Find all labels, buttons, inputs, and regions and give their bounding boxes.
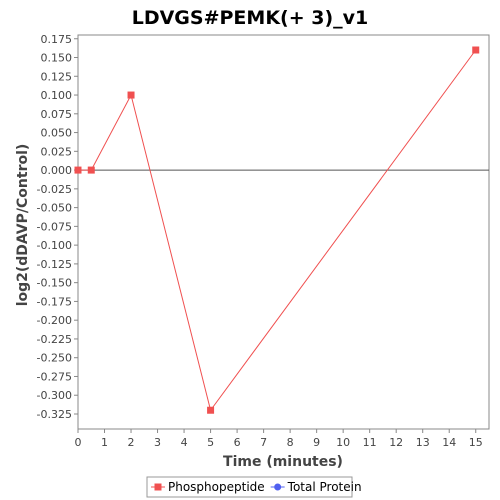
x-tick-label: 4 — [181, 436, 188, 449]
y-tick-label: 0.050 — [41, 127, 73, 140]
y-tick-label: 0.125 — [41, 70, 73, 83]
y-tick-label: -0.150 — [37, 277, 72, 290]
plot-frame — [77, 34, 490, 430]
y-tick-label: -0.325 — [37, 408, 72, 421]
legend-label-total-protein: Total Protein — [287, 480, 362, 494]
x-tick-label: 3 — [154, 436, 161, 449]
y-tick-label: -0.200 — [37, 314, 72, 327]
y-tick-label: -0.075 — [37, 220, 72, 233]
legend: Phosphopeptide Total Protein — [146, 476, 362, 498]
x-tick-label: 2 — [128, 436, 135, 449]
x-tick-label: 5 — [207, 436, 214, 449]
y-tick-label: 0.000 — [41, 164, 73, 177]
y-tick-label: -0.275 — [37, 370, 72, 383]
chart-title: LDVGS#PEMK(+ 3)_v1 — [132, 7, 369, 29]
y-axis-label: log2(dDAVP/Control) — [15, 144, 31, 307]
x-tick-label: 12 — [389, 436, 403, 449]
y-tick-label: 0.150 — [41, 52, 73, 65]
y-tick-label: -0.175 — [37, 295, 72, 308]
y-tick-label: -0.025 — [37, 183, 72, 196]
y-tick-label: 0.100 — [41, 89, 73, 102]
x-tick-label: 13 — [416, 436, 430, 449]
y-tick-label: 0.025 — [41, 145, 73, 158]
data-point — [87, 166, 95, 174]
x-tick-label: 14 — [442, 436, 456, 449]
y-tick-label: 0.075 — [41, 108, 73, 121]
data-point — [472, 46, 480, 54]
x-tick-label: 6 — [234, 436, 241, 449]
plot-area: 0.175 0.150 0.125 0.100 0.075 0.050 0.025 0.000… — [37, 33, 490, 449]
legend-box — [146, 476, 353, 498]
y-tick-label: -0.250 — [37, 352, 72, 365]
x-tick-label: 15 — [469, 436, 483, 449]
x-axis-label: Time (minutes) — [223, 454, 343, 470]
y-tick-label: -0.225 — [37, 333, 72, 346]
x-tick-label: 9 — [313, 436, 320, 449]
data-point — [207, 406, 215, 414]
x-tick-label: 7 — [260, 436, 267, 449]
data-point — [74, 166, 82, 174]
y-tick-label: -0.100 — [37, 239, 72, 252]
y-tick-label: -0.050 — [37, 202, 72, 215]
legend-label-phosphopeptide: Phosphopeptide — [168, 480, 265, 494]
legend-marker-total-protein — [274, 483, 282, 491]
data-point — [127, 91, 135, 99]
x-tick-label: 8 — [287, 436, 294, 449]
x-tick-label: 10 — [336, 436, 350, 449]
x-tick-label: 1 — [101, 436, 108, 449]
y-tick-label: -0.300 — [37, 389, 72, 402]
y-tick-label: -0.125 — [37, 258, 72, 271]
x-tick-label: 11 — [363, 436, 377, 449]
y-tick-label: 0.175 — [41, 33, 73, 46]
legend-marker-phosphopeptide — [154, 483, 162, 491]
x-tick-label: 0 — [75, 436, 82, 449]
